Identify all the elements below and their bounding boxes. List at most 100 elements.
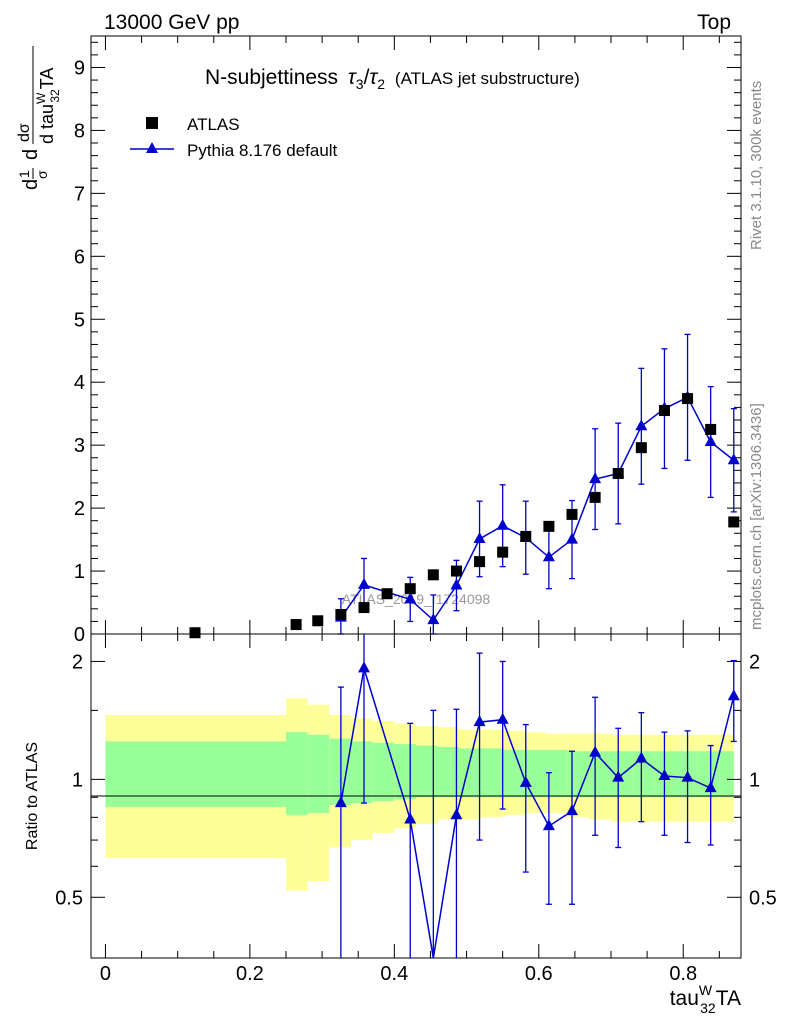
stat-band [546,749,568,798]
y-tick-label: 9 [74,57,85,79]
pythia-point [404,592,417,604]
title-sub-a: 3 [356,76,364,92]
ratio-y-tick-label-right: 1 [749,769,760,791]
stat-band [502,749,525,798]
ratio-y-label: Ratio to ATLAS [24,742,41,850]
title-slash: / [364,66,370,89]
atlas-point [450,565,462,577]
ratio-clipped-group [334,634,740,958]
ratio-point [566,804,578,816]
ratio-y-ticks: 0.5 0.5 1 1 2 2 [55,651,777,909]
atlas-point [497,546,509,558]
title-sub-b: 2 [377,76,385,92]
mcplots-label: mcplots.cern.ch [arXiv:1306.3436] [748,403,765,630]
atlas-point [404,583,416,595]
ratio-point [358,661,370,673]
y-tick-label: 3 [74,435,85,457]
pythia-point [727,453,740,465]
stat-band [567,751,590,798]
stat-band [286,732,308,816]
ratio-point [473,715,486,727]
atlas-point [520,530,532,542]
stat-band [105,741,286,808]
x-tick-label: 0.2 [236,963,264,985]
main-data [189,333,740,639]
pythia-point [566,532,578,544]
ratio-y-tick-label-right: 0.5 [749,887,777,909]
atlas-point [474,556,486,568]
stat-band [329,738,351,806]
y-tick-label: 8 [74,120,85,142]
y-tick-label: 7 [74,183,85,205]
stat-band [437,746,460,798]
atlas-point [658,405,670,417]
process-label: Top [697,11,731,34]
ratio-panel: 0.5 0.51 12 2 0 0.2 0.4 0.6 0.8 Ratio to ATLAS … [24,633,777,1016]
main-y-label: d 1 σ d dσ d tauW32TA [16,46,62,190]
ratio-point [334,796,347,808]
stat-band [459,748,481,798]
ratio-point [635,751,648,763]
legend-pythia-label: Pythia 8.176 default [187,141,338,160]
x-tick-label: 0.6 [525,963,553,985]
ratio-point [404,812,417,824]
pythia-point [635,419,648,431]
y-tick-label: 6 [74,246,85,268]
ratio-point [542,819,555,831]
legend-atlas-marker [146,117,158,129]
atlas-point [427,569,439,581]
atlas-point [335,608,347,620]
ratio-frame [90,633,742,959]
ratio-y-tick-label: 1 [72,769,83,791]
y-tick-label: 2 [74,498,85,520]
legend-pythia-marker [146,142,158,153]
stat-band [372,742,395,802]
y-label-sigma: σ [34,170,50,179]
legend-atlas-label: ATLAS [187,115,240,134]
title-main: N-subjettiness [205,66,338,89]
ratio-point [519,775,532,787]
pythia-series-line [340,396,735,622]
stat-band [481,748,503,798]
atlas-point [635,442,647,454]
ratio-point [612,770,625,782]
chart-title: N-subjettiness τ3/τ2 (ATLAS jet substruc… [205,66,580,94]
ratio-y-tick-label-right: 2 [749,651,760,673]
beam-label: 13000 GeV pp [104,11,239,34]
ratio-y-tick-label: 0.5 [55,887,83,909]
atlas-point [682,393,694,405]
y-label-dsigma: dσ [16,123,33,142]
y-label-1: 1 [16,170,32,178]
ratio-point [450,808,463,820]
stat-band [416,745,438,798]
title-paren: (ATLAS jet substructure) [395,69,580,88]
y-tick-label: 0 [74,624,85,646]
analysis-watermark: ATLAS_2019_I1724098 [342,591,491,607]
y-tick-label: 5 [74,309,85,331]
y-tick-label: 1 [74,561,85,583]
stat-band [632,751,655,798]
y-label-den: d tauW32TA [34,68,62,144]
y-tick-label: 4 [74,372,85,394]
atlas-point [543,520,555,532]
stat-band [394,744,416,800]
stat-band [307,734,330,814]
atlas-point [381,588,393,600]
atlas-point [312,615,324,627]
atlas-point [728,516,740,528]
rivet-label: Rivet 3.1.10, 300k events [748,81,765,250]
ratio-point [658,769,671,781]
pythia-point [358,577,370,589]
pythia-point [450,578,463,590]
x-tick-label: 0.8 [669,963,697,985]
atlas-point [290,619,302,631]
pythia-point [704,435,717,447]
x-tick-label: 0 [100,963,111,985]
ratio-data [334,634,740,958]
ratio-x-ticks: 0 0.2 0.4 0.6 0.8 [100,634,720,985]
title-tau-b: τ [369,66,378,89]
y-label-d: d [20,149,42,160]
